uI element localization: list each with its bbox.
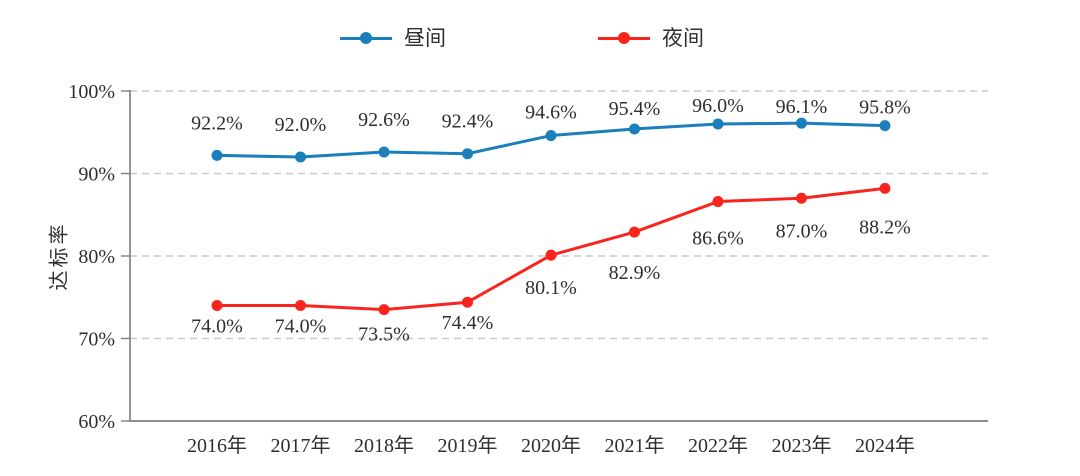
night-point	[712, 196, 724, 208]
x-tick-label: 2019年	[438, 434, 498, 457]
daytime-point-label: 95.8%	[859, 97, 911, 119]
night-point	[545, 249, 557, 261]
daytime-point-label: 92.6%	[358, 109, 410, 131]
legend-item-daytime: 昼间	[340, 27, 446, 49]
legend-label-daytime: 昼间	[404, 26, 446, 50]
y-tick-label: 80%	[78, 246, 115, 268]
night-point	[879, 182, 891, 194]
y-tick-label: 100%	[68, 81, 115, 103]
daytime-point	[879, 120, 891, 132]
daytime-point-label: 94.6%	[525, 102, 577, 124]
daytime-point-label: 95.4%	[609, 98, 661, 120]
daytime-point-label: 96.1%	[776, 96, 828, 118]
x-tick-label: 2020年	[521, 434, 581, 457]
daytime-dot-icon	[360, 32, 372, 44]
night-point-label: 87.0%	[776, 220, 828, 242]
daytime-point-label: 92.2%	[191, 112, 243, 134]
night-point	[378, 304, 390, 316]
daytime-line-marker-icon	[340, 32, 392, 44]
daytime-point	[462, 148, 473, 160]
x-tick-label: 2024年	[855, 434, 915, 457]
y-tick-label: 90%	[78, 164, 115, 186]
night-point-label: 88.2%	[859, 216, 911, 238]
x-tick-label: 2023年	[772, 434, 832, 457]
series-night: 74.0% 74.0% 73.5% 74.4% 80.1% 82.9% 86.6% 87.0%…	[191, 182, 911, 346]
night-point	[462, 296, 473, 308]
legend-item-night: 夜间	[598, 27, 704, 49]
night-point-label: 74.0%	[191, 316, 243, 338]
daytime-point-label: 96.0%	[692, 95, 744, 117]
daytime-point	[796, 117, 807, 129]
daytime-point	[712, 118, 724, 130]
daytime-point-label: 92.4%	[442, 111, 494, 133]
daytime-point	[211, 149, 223, 161]
daytime-point	[378, 146, 390, 158]
legend-label-night: 夜间	[662, 26, 704, 50]
night-point-label: 73.5%	[358, 324, 410, 346]
y-tick-label: 60%	[78, 411, 115, 433]
night-point-label: 74.4%	[442, 312, 494, 334]
y-tick-label: 70%	[78, 329, 115, 351]
night-point	[796, 192, 807, 204]
night-point-label: 82.9%	[609, 262, 661, 284]
night-line-marker-icon	[598, 32, 650, 44]
night-dot-icon	[618, 32, 630, 44]
series-daytime: 92.2% 92.0% 92.6% 92.4% 94.6% 95.4% 96.0% 96.1%…	[191, 95, 911, 163]
night-point	[211, 300, 223, 311]
night-point-label: 74.0%	[275, 316, 327, 338]
night-point	[295, 300, 306, 311]
night-point-label: 86.6%	[692, 228, 744, 250]
x-tick-label: 2022年	[688, 434, 748, 457]
daytime-point	[629, 123, 640, 135]
daytime-point	[295, 151, 306, 163]
x-tick-label: 2017年	[271, 434, 331, 457]
x-tick-label: 2018年	[354, 434, 414, 457]
daytime-point	[545, 130, 557, 142]
x-tick-label: 2016年	[187, 434, 247, 457]
night-point-label: 80.1%	[525, 277, 577, 299]
x-tick-label: 2021年	[605, 434, 665, 457]
night-point	[629, 226, 640, 238]
daytime-point-label: 92.0%	[275, 114, 327, 136]
